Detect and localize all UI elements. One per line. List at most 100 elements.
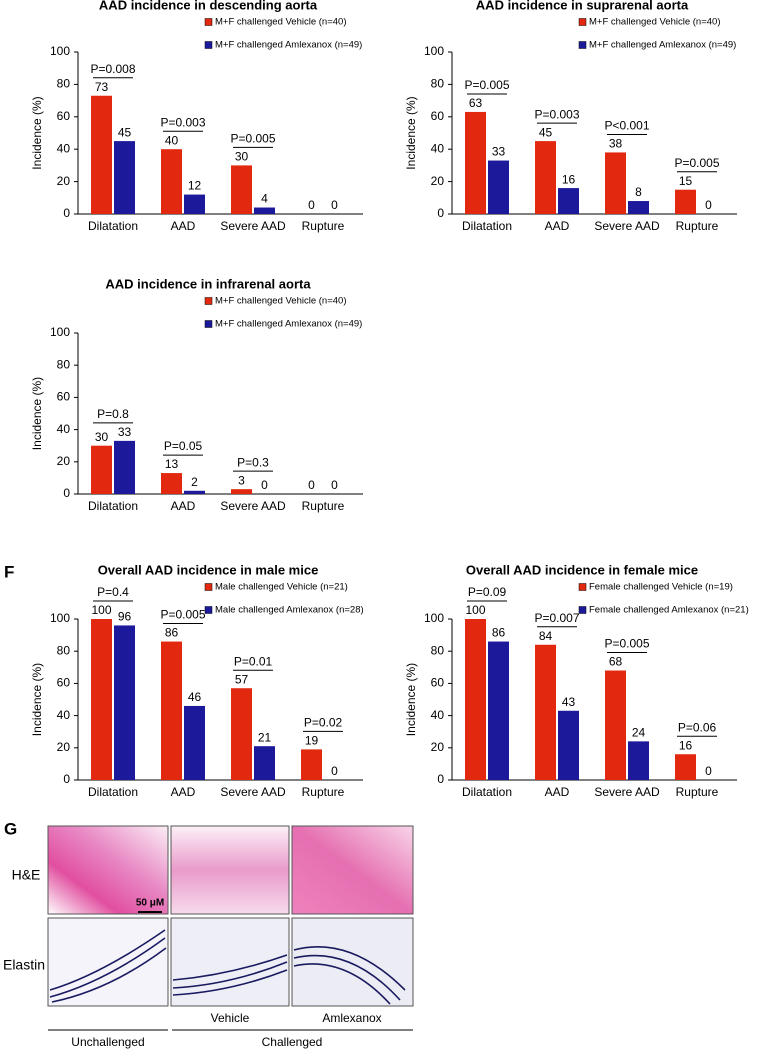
value-label: 19 xyxy=(305,734,319,748)
bar xyxy=(91,619,112,780)
bar xyxy=(488,160,509,214)
row-label: H&E xyxy=(12,867,41,883)
chart-title: Overall AAD incidence in female mice xyxy=(466,562,698,577)
p-value: P=0.06 xyxy=(678,720,717,734)
x-tick-label: Severe AAD xyxy=(594,219,660,233)
x-tick-label: AAD xyxy=(545,785,570,799)
chart-title: AAD incidence in descending aorta xyxy=(99,0,318,12)
legend-label: Female challenged Vehicle (n=19) xyxy=(589,582,733,593)
value-label: 46 xyxy=(188,690,202,704)
p-value: P=0.008 xyxy=(90,62,135,76)
y-tick-label: 0 xyxy=(63,772,70,786)
x-tick-label: AAD xyxy=(171,785,196,799)
x-tick-label: Dilatation xyxy=(88,499,138,513)
legend-swatch xyxy=(204,320,213,328)
y-axis-label: Incidence (%) xyxy=(404,96,418,169)
p-value: P=0.4 xyxy=(97,585,129,599)
legend-label: Male challenged Vehicle (n=21) xyxy=(215,582,348,593)
y-tick-label: 0 xyxy=(63,486,70,500)
y-axis-label: Incidence (%) xyxy=(30,96,44,169)
bar xyxy=(675,189,696,214)
value-label: 38 xyxy=(609,137,623,151)
value-label: 96 xyxy=(118,610,132,624)
value-label: 0 xyxy=(331,478,338,492)
legend-label: M+F challenged Amlexanox (n=49) xyxy=(589,40,736,51)
bar xyxy=(91,445,112,494)
x-tick-label: Dilatation xyxy=(88,785,138,799)
x-tick-label: Dilatation xyxy=(462,219,512,233)
p-value: P=0.09 xyxy=(468,585,507,599)
x-tick-label: Severe AAD xyxy=(220,219,286,233)
bar xyxy=(488,641,509,780)
legend-label: Female challenged Amlexanox (n=21) xyxy=(589,605,749,616)
elastin-fibers xyxy=(49,929,406,1005)
y-tick-label: 60 xyxy=(431,676,445,690)
he-image xyxy=(47,825,169,915)
x-tick-label: Severe AAD xyxy=(220,785,286,799)
y-axis-label: Incidence (%) xyxy=(30,377,44,450)
panel-label: G xyxy=(4,819,17,838)
chart-title: AAD incidence in suprarenal aorta xyxy=(476,0,689,12)
value-label: 30 xyxy=(235,150,249,164)
value-label: 63 xyxy=(469,96,483,110)
bar xyxy=(605,670,626,780)
x-tick-label: Severe AAD xyxy=(594,785,660,799)
value-label: 0 xyxy=(308,198,315,212)
y-tick-label: 60 xyxy=(57,390,71,404)
value-label: 0 xyxy=(331,198,338,212)
legend-label: M+F challenged Amlexanox (n=49) xyxy=(215,319,362,330)
y-tick-label: 20 xyxy=(57,740,71,754)
bar xyxy=(558,188,579,214)
bar xyxy=(231,688,252,780)
value-label: 100 xyxy=(465,603,485,617)
bar xyxy=(91,95,112,214)
chart-title: AAD incidence in infrarenal aorta xyxy=(105,276,311,291)
y-tick-label: 100 xyxy=(424,611,444,625)
y-tick-label: 80 xyxy=(57,77,71,91)
p-value: P=0.01 xyxy=(234,654,273,668)
bar xyxy=(231,165,252,214)
p-value: P=0.005 xyxy=(160,608,205,622)
legend-swatch xyxy=(204,18,213,26)
bar xyxy=(535,141,556,214)
p-value: P<0.001 xyxy=(604,119,649,133)
value-label: 0 xyxy=(331,764,338,778)
legend-label: M+F challenged Vehicle (n=40) xyxy=(589,17,721,28)
legend-swatch xyxy=(578,606,587,614)
value-label: 73 xyxy=(95,80,109,94)
p-value: P=0.003 xyxy=(160,115,205,129)
bar xyxy=(301,749,322,780)
y-tick-label: 20 xyxy=(57,454,71,468)
y-tick-label: 40 xyxy=(57,141,71,155)
y-tick-label: 100 xyxy=(424,44,444,58)
y-tick-label: 0 xyxy=(63,206,70,220)
bar xyxy=(114,440,135,494)
value-label: 2 xyxy=(191,475,198,489)
y-tick-label: 100 xyxy=(50,44,70,58)
y-tick-label: 60 xyxy=(57,676,71,690)
x-tick-label: Rupture xyxy=(676,219,719,233)
x-tick-label: Dilatation xyxy=(462,785,512,799)
bar xyxy=(675,754,696,780)
x-tick-label: Rupture xyxy=(302,785,345,799)
group-label: Challenged xyxy=(262,1035,323,1049)
chart-title: Overall AAD incidence in male mice xyxy=(98,562,319,577)
y-tick-label: 100 xyxy=(50,325,70,339)
value-label: 0 xyxy=(705,198,712,212)
bar xyxy=(605,152,626,214)
bar xyxy=(558,710,579,780)
legend-label: M+F challenged Vehicle (n=40) xyxy=(215,296,347,307)
elastin-image xyxy=(291,917,414,1007)
elastin-image xyxy=(170,917,290,1007)
value-label: 57 xyxy=(235,672,249,686)
value-label: 40 xyxy=(165,133,179,147)
value-label: 21 xyxy=(258,730,272,744)
bar xyxy=(184,194,205,214)
bar xyxy=(465,111,486,214)
row-label: Elastin xyxy=(3,957,45,973)
value-label: 30 xyxy=(95,430,109,444)
p-value: P=0.05 xyxy=(164,439,203,453)
x-tick-label: AAD xyxy=(171,499,196,513)
value-label: 8 xyxy=(635,185,642,199)
y-tick-label: 0 xyxy=(437,772,444,786)
